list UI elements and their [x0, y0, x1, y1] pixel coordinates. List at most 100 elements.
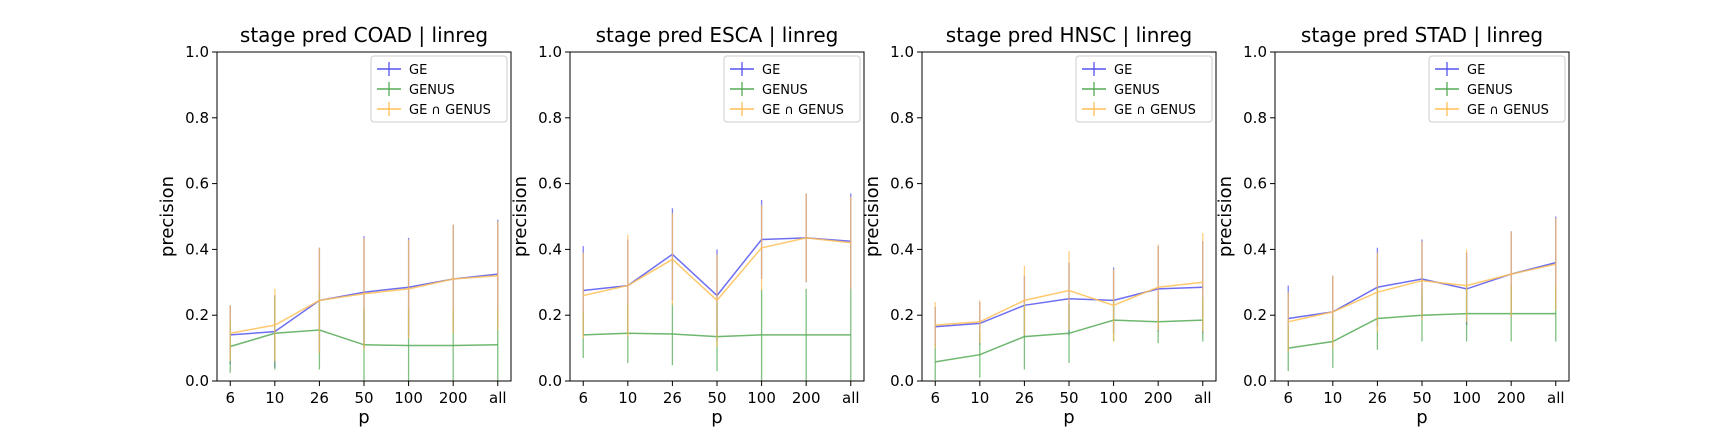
- x-tick-label: 6: [225, 389, 235, 407]
- x-tick-label: 26: [663, 389, 682, 407]
- legend-label: GENUS: [1467, 83, 1513, 98]
- y-tick-label: 0.4: [890, 240, 914, 258]
- y-tick-label: 0.2: [538, 306, 562, 324]
- x-tick-label: 10: [1323, 389, 1342, 407]
- x-axis-label: p: [1063, 407, 1074, 428]
- x-tick-label: 50: [1412, 389, 1431, 407]
- legend-label: GENUS: [409, 83, 455, 98]
- x-tick-label: 6: [1283, 389, 1293, 407]
- legend-label: GENUS: [762, 83, 808, 98]
- x-tick-label: 200: [1497, 389, 1526, 407]
- x-axis-label: p: [1416, 407, 1427, 428]
- chart-panel-1: stage pred COAD | linreg 0.0 0.2 0.4 0.6 0.8 1…: [157, 23, 512, 428]
- legend-label: GE ∩ GENUS: [409, 103, 491, 118]
- y-tick-label: 0.6: [538, 175, 562, 193]
- legend-label: GE: [762, 63, 780, 78]
- chart-title: stage pred STAD | linreg: [1301, 23, 1543, 47]
- legend-box: [723, 55, 861, 123]
- legend-box: [1428, 55, 1566, 123]
- y-tick-label: 1.0: [538, 43, 562, 61]
- x-tick-label: 6: [930, 389, 940, 407]
- plot-frame: [1274, 51, 1570, 382]
- y-tick-label: 0.4: [1243, 240, 1267, 258]
- x-tick-label: 6: [578, 389, 588, 407]
- x-tick-label: 50: [707, 389, 726, 407]
- legend: GE GENUS GE ∩ GENUS: [1428, 55, 1566, 123]
- x-tick-label: 200: [1144, 389, 1173, 407]
- y-tick-label: 0.8: [890, 109, 914, 127]
- x-tick-label: 50: [354, 389, 373, 407]
- legend-label: GE: [1114, 63, 1132, 78]
- legend: GE GENUS GE ∩ GENUS: [723, 55, 861, 123]
- legend-box: [1075, 55, 1213, 123]
- x-tick-label: all: [489, 389, 507, 407]
- x-tick-label: 200: [792, 389, 821, 407]
- y-tick-label: 0.2: [185, 306, 209, 324]
- y-tick-label: 0.8: [1243, 109, 1267, 127]
- y-axis-label: precision: [1215, 176, 1236, 257]
- y-axis-label: precision: [157, 176, 178, 257]
- legend-box: [370, 55, 508, 123]
- plot-frame: [569, 51, 865, 382]
- x-tick-label: 100: [747, 389, 776, 407]
- x-axis-label: p: [711, 407, 722, 428]
- legend-label: GE: [1467, 63, 1485, 78]
- legend-label: GE ∩ GENUS: [1114, 103, 1196, 118]
- x-tick-label: 100: [394, 389, 423, 407]
- x-tick-label: 10: [265, 389, 284, 407]
- x-tick-label: 100: [1452, 389, 1481, 407]
- series-line: [583, 237, 851, 302]
- legend-label: GE ∩ GENUS: [1467, 103, 1549, 118]
- y-axis-label: precision: [510, 176, 531, 257]
- series-3: [934, 232, 1204, 349]
- chart-title: stage pred ESCA | linreg: [596, 23, 839, 47]
- series-line: [230, 274, 498, 335]
- x-tick-label: 10: [970, 389, 989, 407]
- legend-label: GE ∩ GENUS: [762, 103, 844, 118]
- series-3: [229, 221, 499, 362]
- x-tick-label: 50: [1059, 389, 1078, 407]
- legend-label: GENUS: [1114, 83, 1160, 98]
- plot-frame: [921, 51, 1217, 382]
- series-3: [1287, 218, 1557, 352]
- series-3: [582, 193, 852, 347]
- x-tick-label: all: [1194, 389, 1212, 407]
- x-tick-label: 26: [1015, 389, 1034, 407]
- chart-panel-4: stage pred STAD | linreg 0.0 0.2 0.4 0.6 0.8 1…: [1215, 23, 1570, 428]
- x-tick-label: 26: [1368, 389, 1387, 407]
- y-tick-label: 0.2: [890, 306, 914, 324]
- y-tick-label: 0.6: [185, 175, 209, 193]
- y-tick-label: 0.0: [185, 372, 209, 390]
- y-tick-label: 1.0: [185, 43, 209, 61]
- x-tick-label: all: [1547, 389, 1565, 407]
- chart-title: stage pred COAD | linreg: [240, 23, 488, 47]
- legend: GE GENUS GE ∩ GENUS: [1075, 55, 1213, 123]
- series-line: [935, 281, 1203, 326]
- y-tick-label: 0.8: [185, 109, 209, 127]
- x-tick-label: all: [842, 389, 860, 407]
- x-tick-label: 100: [1099, 389, 1128, 407]
- x-axis-label: p: [358, 407, 369, 428]
- y-tick-label: 1.0: [890, 43, 914, 61]
- x-tick-label: 10: [618, 389, 637, 407]
- y-tick-label: 0.4: [538, 240, 562, 258]
- y-tick-label: 0.0: [890, 372, 914, 390]
- y-tick-label: 0.6: [1243, 175, 1267, 193]
- y-tick-label: 0.2: [1243, 306, 1267, 324]
- y-tick-label: 0.4: [185, 240, 209, 258]
- chart-panel-2: stage pred ESCA | linreg 0.0 0.2 0.4 0.6 0.8 1…: [510, 23, 865, 428]
- legend: GE GENUS GE ∩ GENUS: [370, 55, 508, 123]
- y-axis-label: precision: [862, 176, 883, 257]
- y-tick-label: 0.0: [538, 372, 562, 390]
- x-tick-label: 26: [310, 389, 329, 407]
- plot-frame: [216, 51, 512, 382]
- y-tick-label: 0.6: [890, 175, 914, 193]
- x-tick-label: 200: [439, 389, 468, 407]
- legend-label: GE: [409, 63, 427, 78]
- y-tick-label: 0.8: [538, 109, 562, 127]
- y-tick-label: 1.0: [1243, 43, 1267, 61]
- series-line: [1288, 263, 1556, 323]
- chart-title: stage pred HNSC | linreg: [946, 23, 1192, 47]
- y-tick-label: 0.0: [1243, 372, 1267, 390]
